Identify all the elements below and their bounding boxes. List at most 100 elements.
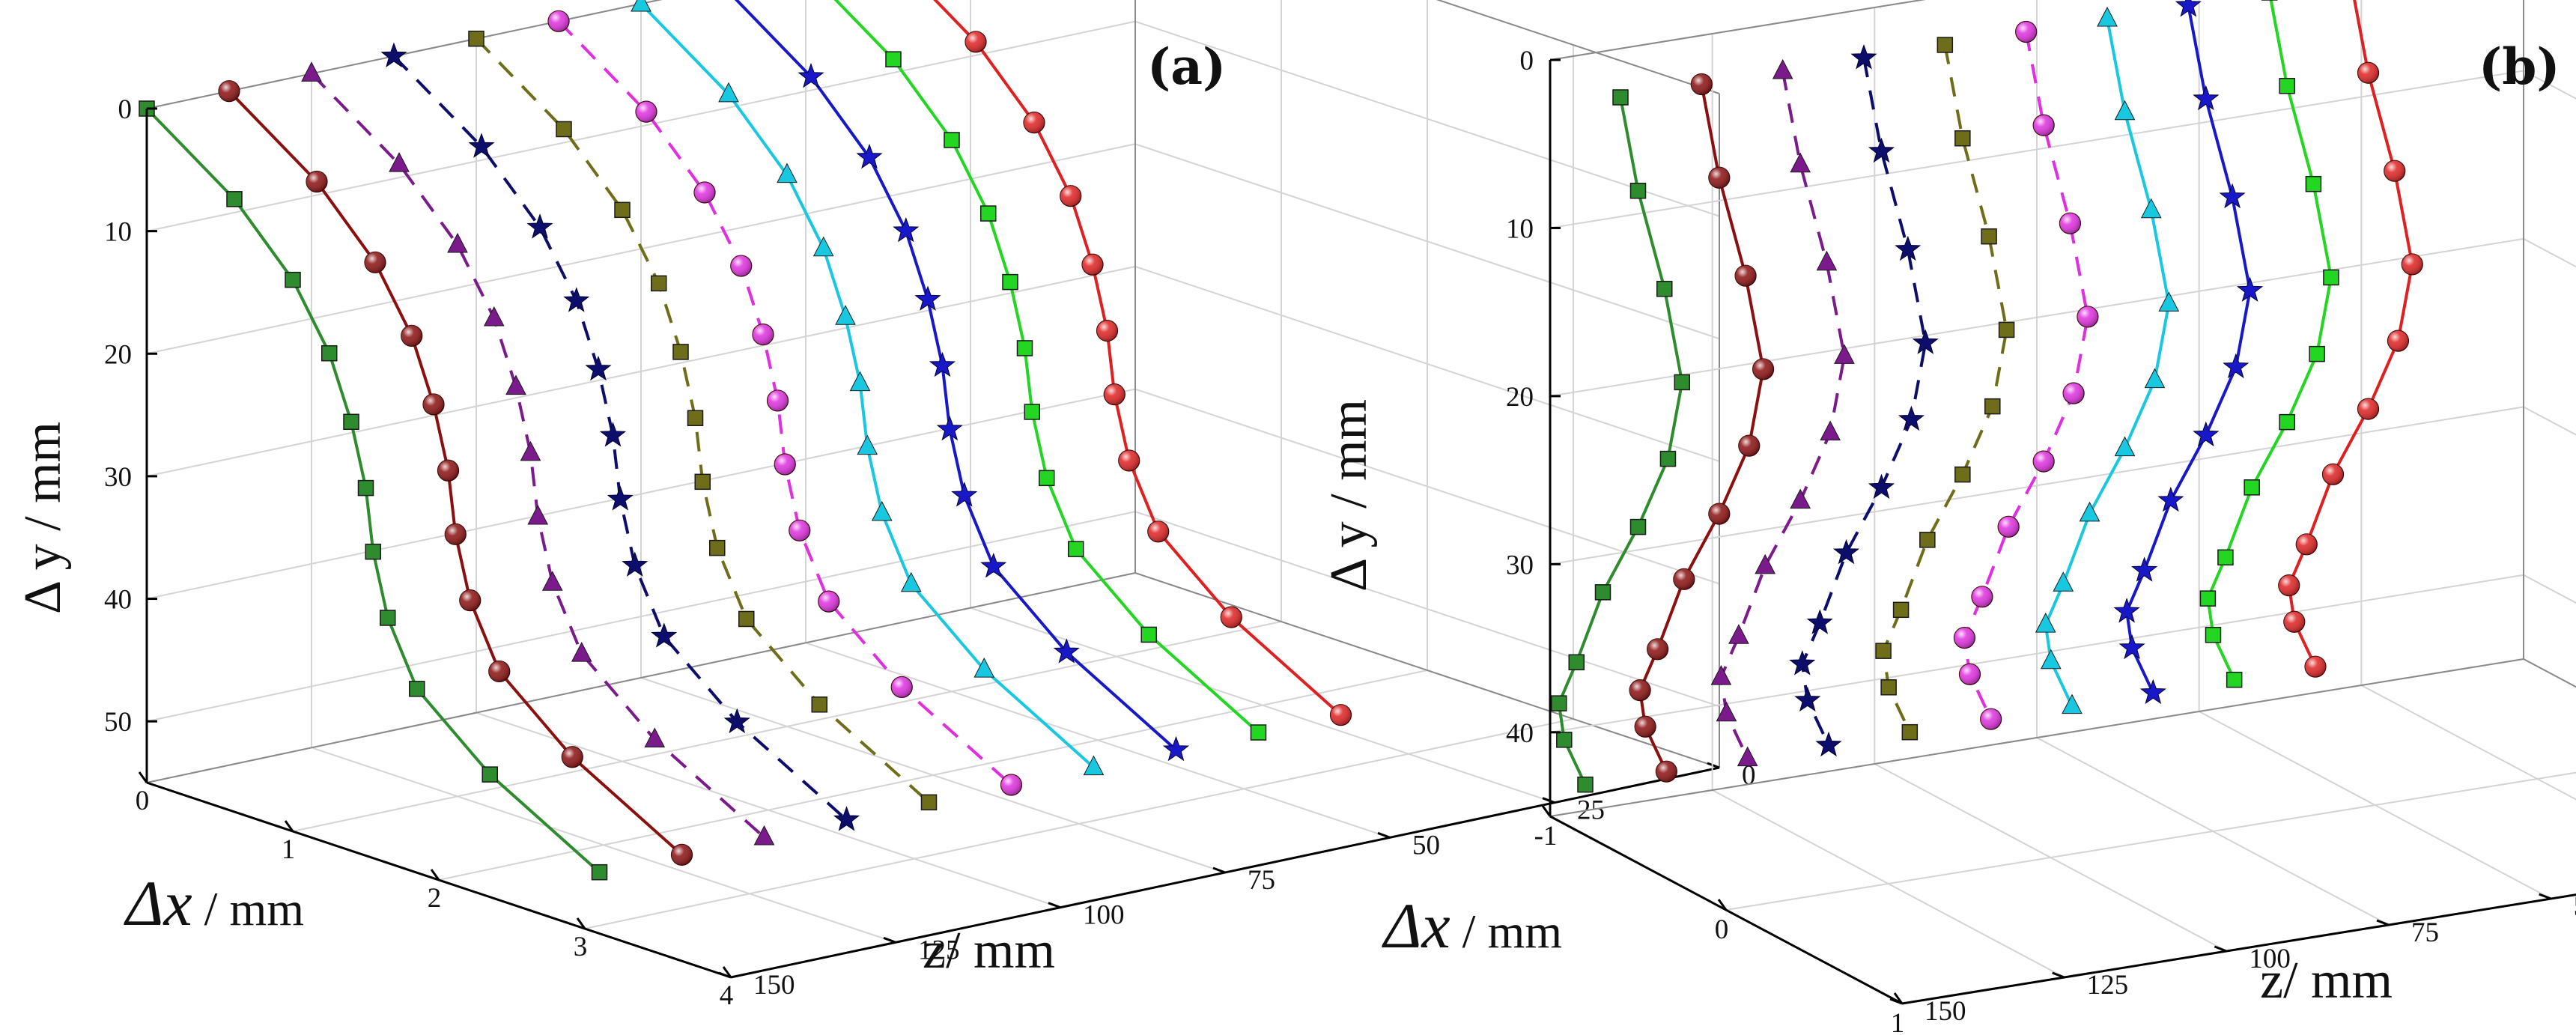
panel-b-x-tick-label: 0 (1715, 914, 1729, 945)
panel-a-series-point (527, 504, 549, 525)
panel-a-series-point (483, 306, 505, 327)
panel-b-series-line (1800, 58, 1928, 747)
panel-b-series-point (2032, 450, 2055, 473)
panel-b-series-point (2205, 627, 2222, 643)
panel-a-series-point (936, 415, 963, 441)
panel-a-series-point (226, 191, 243, 207)
panel-a-series-point (1329, 704, 1352, 726)
panel-a-series-point (893, 216, 920, 243)
panel-a-y-tick-label: 30 (104, 462, 132, 493)
panel-a-series-point (1053, 638, 1080, 664)
panel-a-series-point (1068, 541, 1084, 557)
panel-b-series-line (2206, 0, 2333, 681)
panel-a-x-axis-symbol: Δx (124, 867, 192, 939)
panel-b-series-2 (1629, 73, 1775, 783)
panel-a-x-tick (722, 966, 732, 978)
panel-b-series-point (1954, 130, 1971, 147)
panel-b-series-point (2158, 291, 2180, 312)
panel-a-series-point (547, 10, 570, 32)
panel-b-series-point (1954, 466, 1971, 483)
panel-a-series-point (571, 642, 592, 662)
panel-b-series-point (1755, 553, 1775, 574)
panel-b-series-point (1556, 732, 1573, 748)
panel-b-x-tick-label: -1 (1534, 821, 1558, 852)
panel-b-series-point (2283, 610, 2306, 633)
panel-a-series-point (693, 181, 716, 204)
panel-b-series-point (1919, 532, 1936, 548)
panel-b-series-point (2157, 486, 2184, 512)
panel-a-series-point (1081, 253, 1104, 276)
panel-a-z-tick (1542, 797, 1555, 804)
panel-b-series-point (2226, 671, 2243, 688)
panel-b-series-point (1998, 321, 2015, 339)
panel-a-series-point (365, 543, 381, 560)
panel-a-x-tick (430, 869, 440, 881)
panel-a-x-tick-label: 2 (428, 883, 442, 914)
panel-a-z-tick-label: 75 (1248, 865, 1275, 896)
panel-a-series-point (1016, 340, 1033, 356)
panel-a-series-point (380, 610, 396, 626)
panel-b-series-point (1790, 488, 1811, 509)
panel-a-series-point (789, 519, 811, 541)
panel-b-series-point (2357, 398, 2380, 420)
panel-a-label: (a) (1147, 37, 1226, 96)
panel-a-z-tick-label: 150 (753, 970, 795, 1001)
panel-b-y-tick-label: 30 (1506, 550, 1534, 580)
panel-a-x-tick-label: 3 (574, 932, 588, 962)
panel-a-series-point (285, 271, 301, 288)
panel-a-z-axis-label: z/ mm (923, 922, 1055, 980)
panel-a-y-tick-label: 10 (104, 217, 132, 248)
panel-a-series-point (422, 393, 445, 416)
panel-b-series-point (2035, 613, 2056, 633)
panel-b-floor-grid-z (1874, 763, 2227, 952)
panel-a-series-point (849, 371, 871, 392)
panel-a-x-tick (576, 917, 586, 929)
panel-a-series-point (718, 82, 739, 103)
panel-b-series-point (1971, 586, 1993, 608)
panel-b-series-point (1820, 420, 1841, 441)
panel-a-series-point (526, 213, 553, 239)
panel-b-left-grid-y (1549, 237, 2524, 397)
panel-a-floor-grid-z (640, 677, 1226, 873)
panel-a-series-6 (547, 10, 1023, 796)
panel-a-y-tick-label: 0 (118, 94, 133, 125)
panel-b-series-9 (2199, 0, 2339, 688)
panel-b-x-axis-label: Δx / mm (1382, 890, 1562, 962)
panel-a-series-point (482, 766, 498, 783)
panel-b-series-point (2278, 574, 2300, 597)
panel-a-floor-grid-z (805, 642, 1391, 839)
panel-b-series-point (1981, 228, 1997, 245)
panel-a-series-2 (218, 80, 693, 866)
panel-b-series-point (1655, 760, 1677, 783)
panel-b-series-point (2223, 353, 2250, 379)
panel-b-series-point (1880, 679, 1897, 696)
panel-b-left-grid-y (1549, 406, 2524, 565)
panel-a-series-point (856, 143, 883, 169)
panel-b-series-point (1629, 182, 1647, 199)
panel-a-series-point (774, 453, 796, 476)
panel-a-series-point (591, 863, 608, 881)
panel-b-series-point (1594, 584, 1611, 601)
panel-b-y-tick-label: 40 (1506, 718, 1534, 749)
panel-b-floor-grid-x (1901, 893, 2576, 1004)
panel-a-series-point (631, 0, 651, 12)
panel-b-series-point (1868, 473, 1895, 500)
panel-b-z-tick-label: 150 (1925, 996, 1966, 1027)
panel-b-series-point (2237, 276, 2264, 302)
panel-a-series-point (364, 251, 386, 273)
panel-b-z-tick-label: 125 (2087, 970, 2129, 1001)
panel-a-series-point (694, 473, 711, 491)
panel-b-series-point (2040, 649, 2062, 670)
panel-b-series-point (2401, 253, 2423, 276)
panel-a-z-tick (883, 936, 896, 944)
panel-b-series-point (1898, 405, 1925, 431)
panel-b-series-point (2199, 590, 2217, 607)
panel-a-series-point (672, 344, 689, 360)
panel-b-series-point (1958, 663, 1981, 685)
panel-b-series-point (1690, 73, 1713, 96)
panel-a-series-point (444, 523, 467, 545)
panel-a-y-tick-label: 20 (104, 339, 132, 370)
panel-b-series-point (1737, 746, 1758, 767)
panel-b-floor-grid-z (2360, 685, 2576, 801)
panel-a-series-point (929, 351, 956, 377)
